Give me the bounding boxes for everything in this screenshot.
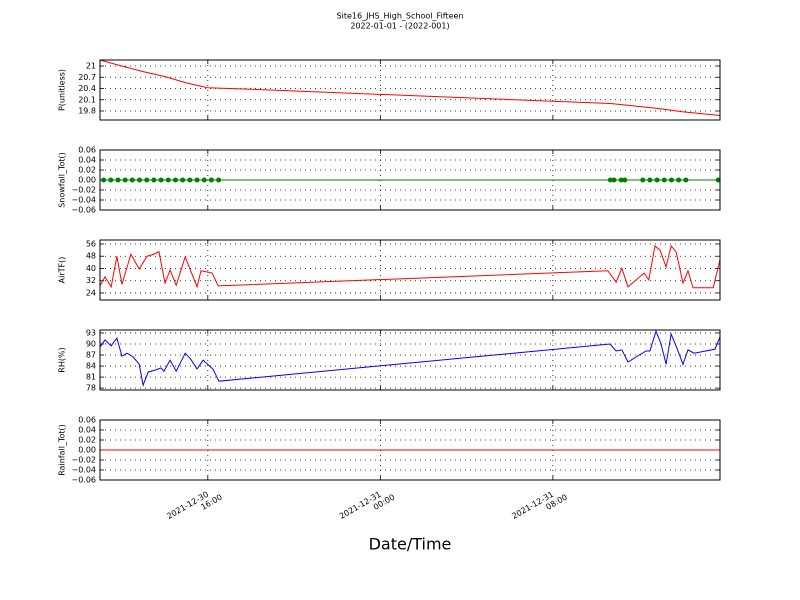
- y-tick-label: 20.1: [78, 95, 96, 104]
- axes-frame: [99, 419, 721, 481]
- y-tick-label: 32: [86, 276, 96, 285]
- axes-frame: [99, 239, 721, 301]
- y-tick-label: 20.4: [78, 84, 96, 93]
- data-point: [683, 177, 689, 183]
- data-point: [129, 177, 135, 183]
- data-line: [99, 59, 721, 116]
- data-point: [618, 177, 624, 183]
- y-tick-label: 84: [86, 362, 96, 371]
- y-tick-label: 81: [86, 373, 96, 382]
- data-point: [144, 177, 150, 183]
- data-line: [99, 244, 721, 289]
- data-point: [654, 177, 660, 183]
- data-point: [640, 177, 646, 183]
- y-tick-label: 20.7: [78, 73, 96, 82]
- data-point: [622, 177, 628, 183]
- y-tick-label: 78: [86, 384, 96, 393]
- data-point: [216, 177, 222, 183]
- data-point: [165, 177, 171, 183]
- data-line: [99, 329, 721, 388]
- data-point: [187, 177, 193, 183]
- data-point: [115, 177, 121, 183]
- data-point: [122, 177, 128, 183]
- y-tick-label: 21: [86, 62, 96, 71]
- data-point: [611, 177, 617, 183]
- data-point: [201, 177, 207, 183]
- x-tick-label: 2021-12-31 00:00: [338, 484, 397, 528]
- y-tick-label: 40: [86, 264, 96, 273]
- y-axis-label: Snowfall_Tot(): [58, 152, 67, 208]
- y-axis-label: AirTF(): [58, 257, 67, 284]
- data-point: [172, 177, 178, 183]
- y-tick-label: 19.8: [78, 107, 96, 116]
- y-tick-label: −0.02: [71, 456, 96, 465]
- x-axis-label: Date/Time: [369, 535, 452, 554]
- y-tick-label: 0.06: [78, 416, 96, 425]
- data-point: [607, 177, 613, 183]
- data-point: [108, 177, 114, 183]
- y-tick-label: 0.04: [78, 426, 96, 435]
- data-point: [208, 177, 214, 183]
- y-axis-label: Rainfall_Tot(): [58, 424, 67, 476]
- y-tick-label: −0.06: [71, 206, 96, 215]
- y-axis-label: RH(%): [58, 347, 67, 372]
- y-tick-label: −0.04: [71, 196, 96, 205]
- data-point: [676, 177, 682, 183]
- axes-frame: [99, 329, 721, 391]
- y-tick-label: −0.06: [71, 476, 96, 485]
- data-point: [158, 177, 164, 183]
- y-tick-label: 0.00: [78, 446, 96, 455]
- y-axis-label: P(unitless): [58, 69, 67, 111]
- y-tick-label: −0.04: [71, 466, 96, 475]
- data-point: [715, 177, 721, 183]
- y-tick-label: 87: [86, 351, 96, 360]
- y-tick-label: 56: [86, 239, 96, 248]
- axes-frame: [99, 59, 721, 121]
- chart-title: Site16_JHS_High_School_Fifteen: [337, 12, 464, 21]
- chart-subtitle: 2022-01-01 - (2022-001): [350, 22, 449, 31]
- data-point: [180, 177, 186, 183]
- y-tick-label: 0.00: [78, 176, 96, 185]
- data-point: [194, 177, 200, 183]
- data-point: [151, 177, 157, 183]
- data-point: [647, 177, 653, 183]
- x-tick-label: 2021-12-31 08:00: [510, 484, 569, 528]
- data-point: [101, 177, 107, 183]
- x-tick-label: 2021-12-30 16:00: [165, 484, 224, 528]
- y-tick-label: 90: [86, 339, 96, 348]
- data-point: [661, 177, 667, 183]
- axes-frame: [99, 149, 721, 211]
- y-tick-label: 0.06: [78, 146, 96, 155]
- y-tick-label: 93: [86, 328, 96, 337]
- y-tick-label: 0.02: [78, 166, 96, 175]
- y-tick-label: 0.02: [78, 436, 96, 445]
- y-tick-label: 48: [86, 252, 96, 261]
- data-point: [668, 177, 674, 183]
- y-tick-label: 0.04: [78, 156, 96, 165]
- data-point: [137, 177, 143, 183]
- y-tick-label: −0.02: [71, 186, 96, 195]
- y-tick-label: 24: [86, 288, 96, 297]
